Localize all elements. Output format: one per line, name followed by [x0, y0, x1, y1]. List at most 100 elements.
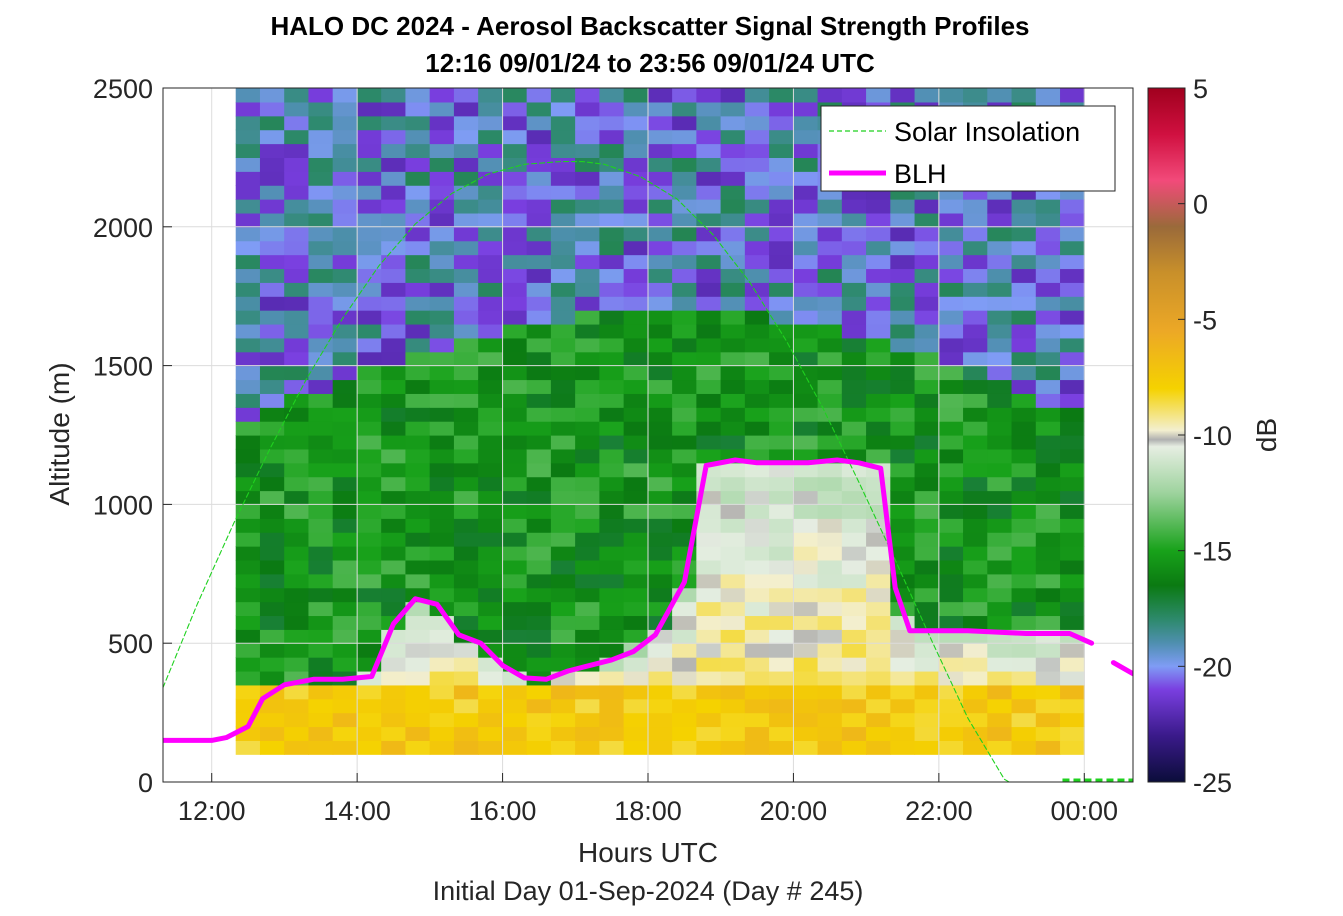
- heatmap-cell: [478, 670, 503, 686]
- heatmap-cell: [841, 240, 867, 256]
- heatmap-cell: [526, 615, 552, 630]
- heatmap-cell: [938, 601, 964, 617]
- heatmap-cell: [332, 407, 358, 422]
- heatmap-cell: [550, 268, 576, 283]
- heatmap-cell: [308, 629, 334, 644]
- heatmap-cell: [938, 615, 964, 630]
- heatmap-cell: [938, 504, 964, 519]
- heatmap-cell: [1011, 435, 1037, 450]
- heatmap-cell: [1035, 462, 1061, 478]
- heatmap-cell: [914, 337, 940, 353]
- heatmap-cell: [841, 268, 867, 283]
- heatmap-cell: [744, 546, 770, 561]
- heatmap-cell: [914, 462, 940, 478]
- blh-line: [163, 457, 1095, 743]
- heatmap-cell: [696, 143, 722, 158]
- heatmap-cell: [429, 199, 455, 214]
- heatmap-cell: [235, 684, 261, 700]
- heatmap-cell: [478, 88, 503, 103]
- heatmap-cell: [963, 573, 988, 589]
- heatmap-cell: [817, 421, 843, 436]
- heatmap-cell: [672, 421, 697, 436]
- heatmap-cell: [453, 573, 479, 589]
- heatmap-cell: [720, 323, 746, 339]
- heatmap-cell: [672, 504, 697, 519]
- heatmap-cell: [550, 421, 576, 436]
- heatmap-cell: [235, 226, 261, 242]
- heatmap-cell: [478, 421, 503, 436]
- heatmap-cell: [235, 587, 261, 603]
- heatmap-cell: [575, 199, 600, 214]
- heatmap-cell: [478, 379, 503, 394]
- heatmap-cell: [720, 587, 746, 603]
- heatmap-cell: [478, 532, 503, 547]
- heatmap-cell: [1060, 88, 1085, 103]
- heatmap-cell: [1011, 504, 1037, 519]
- heatmap-cell: [1011, 490, 1037, 505]
- heatmap-cell: [817, 643, 843, 658]
- heatmap-cell: [453, 462, 479, 478]
- heatmap-cell: [284, 157, 310, 172]
- heatmap-cell: [817, 476, 843, 492]
- heatmap-cell: [769, 684, 794, 700]
- heatmap-cell: [502, 268, 528, 283]
- heatmap-cell: [599, 226, 625, 242]
- heatmap-cell: [502, 490, 528, 505]
- heatmap-cell: [866, 393, 891, 408]
- heatmap-cell: [841, 212, 867, 228]
- heatmap-cell: [744, 601, 770, 617]
- heatmap-cell: [332, 726, 358, 741]
- heatmap-cell: [356, 435, 382, 450]
- heatmap-cell: [429, 684, 455, 700]
- heatmap-cell: [235, 157, 261, 172]
- heatmap-cell: [381, 323, 407, 339]
- heatmap-cell: [793, 393, 819, 408]
- heatmap-cell: [793, 365, 819, 381]
- heatmap-cell: [987, 670, 1013, 686]
- heatmap-cell: [381, 573, 407, 589]
- heatmap-cell: [356, 726, 382, 741]
- heatmap-cell: [332, 573, 358, 589]
- heatmap-cell: [284, 337, 310, 353]
- heatmap-cell: [817, 601, 843, 617]
- heatmap-cell: [1011, 310, 1037, 325]
- heatmap-cell: [550, 462, 576, 478]
- heatmap-cell: [987, 379, 1013, 394]
- heatmap-cell: [817, 323, 843, 339]
- heatmap-cell: [647, 101, 673, 117]
- heatmap-cell: [405, 559, 431, 575]
- heatmap-cell: [647, 240, 673, 256]
- heatmap-cell: [647, 573, 673, 589]
- heatmap-cell: [284, 115, 310, 131]
- heatmap-cell: [744, 726, 770, 741]
- colorbar-tick-label: -10: [1193, 421, 1232, 451]
- heatmap-cell: [866, 643, 891, 658]
- heatmap-cell: [453, 532, 479, 547]
- heatmap-cell: [720, 615, 746, 630]
- heatmap-cell: [575, 643, 600, 658]
- heatmap-cell: [284, 435, 310, 450]
- heatmap-cell: [259, 254, 285, 270]
- heatmap-cell: [356, 212, 382, 228]
- heatmap-cell: [938, 421, 964, 436]
- heatmap-cell: [526, 643, 552, 658]
- heatmap-cell: [381, 559, 407, 575]
- heatmap-cell: [623, 310, 649, 325]
- heatmap-cell: [502, 379, 528, 394]
- heatmap-cell: [526, 490, 552, 505]
- heatmap-cell: [599, 282, 625, 297]
- heatmap-cell: [696, 518, 722, 533]
- heatmap-cell: [332, 421, 358, 436]
- heatmap-cell: [429, 323, 455, 339]
- heatmap-cell: [841, 698, 867, 714]
- heatmap-cell: [405, 185, 431, 200]
- heatmap-cell: [647, 199, 673, 214]
- heatmap-cell: [381, 684, 407, 700]
- heatmap-cell: [550, 240, 576, 256]
- heatmap-cell: [793, 379, 819, 394]
- heatmap-cell: [841, 254, 867, 270]
- heatmap-cell: [478, 226, 503, 242]
- heatmap-cell: [647, 684, 673, 700]
- heatmap-cell: [793, 323, 819, 339]
- heatmap-cell: [502, 462, 528, 478]
